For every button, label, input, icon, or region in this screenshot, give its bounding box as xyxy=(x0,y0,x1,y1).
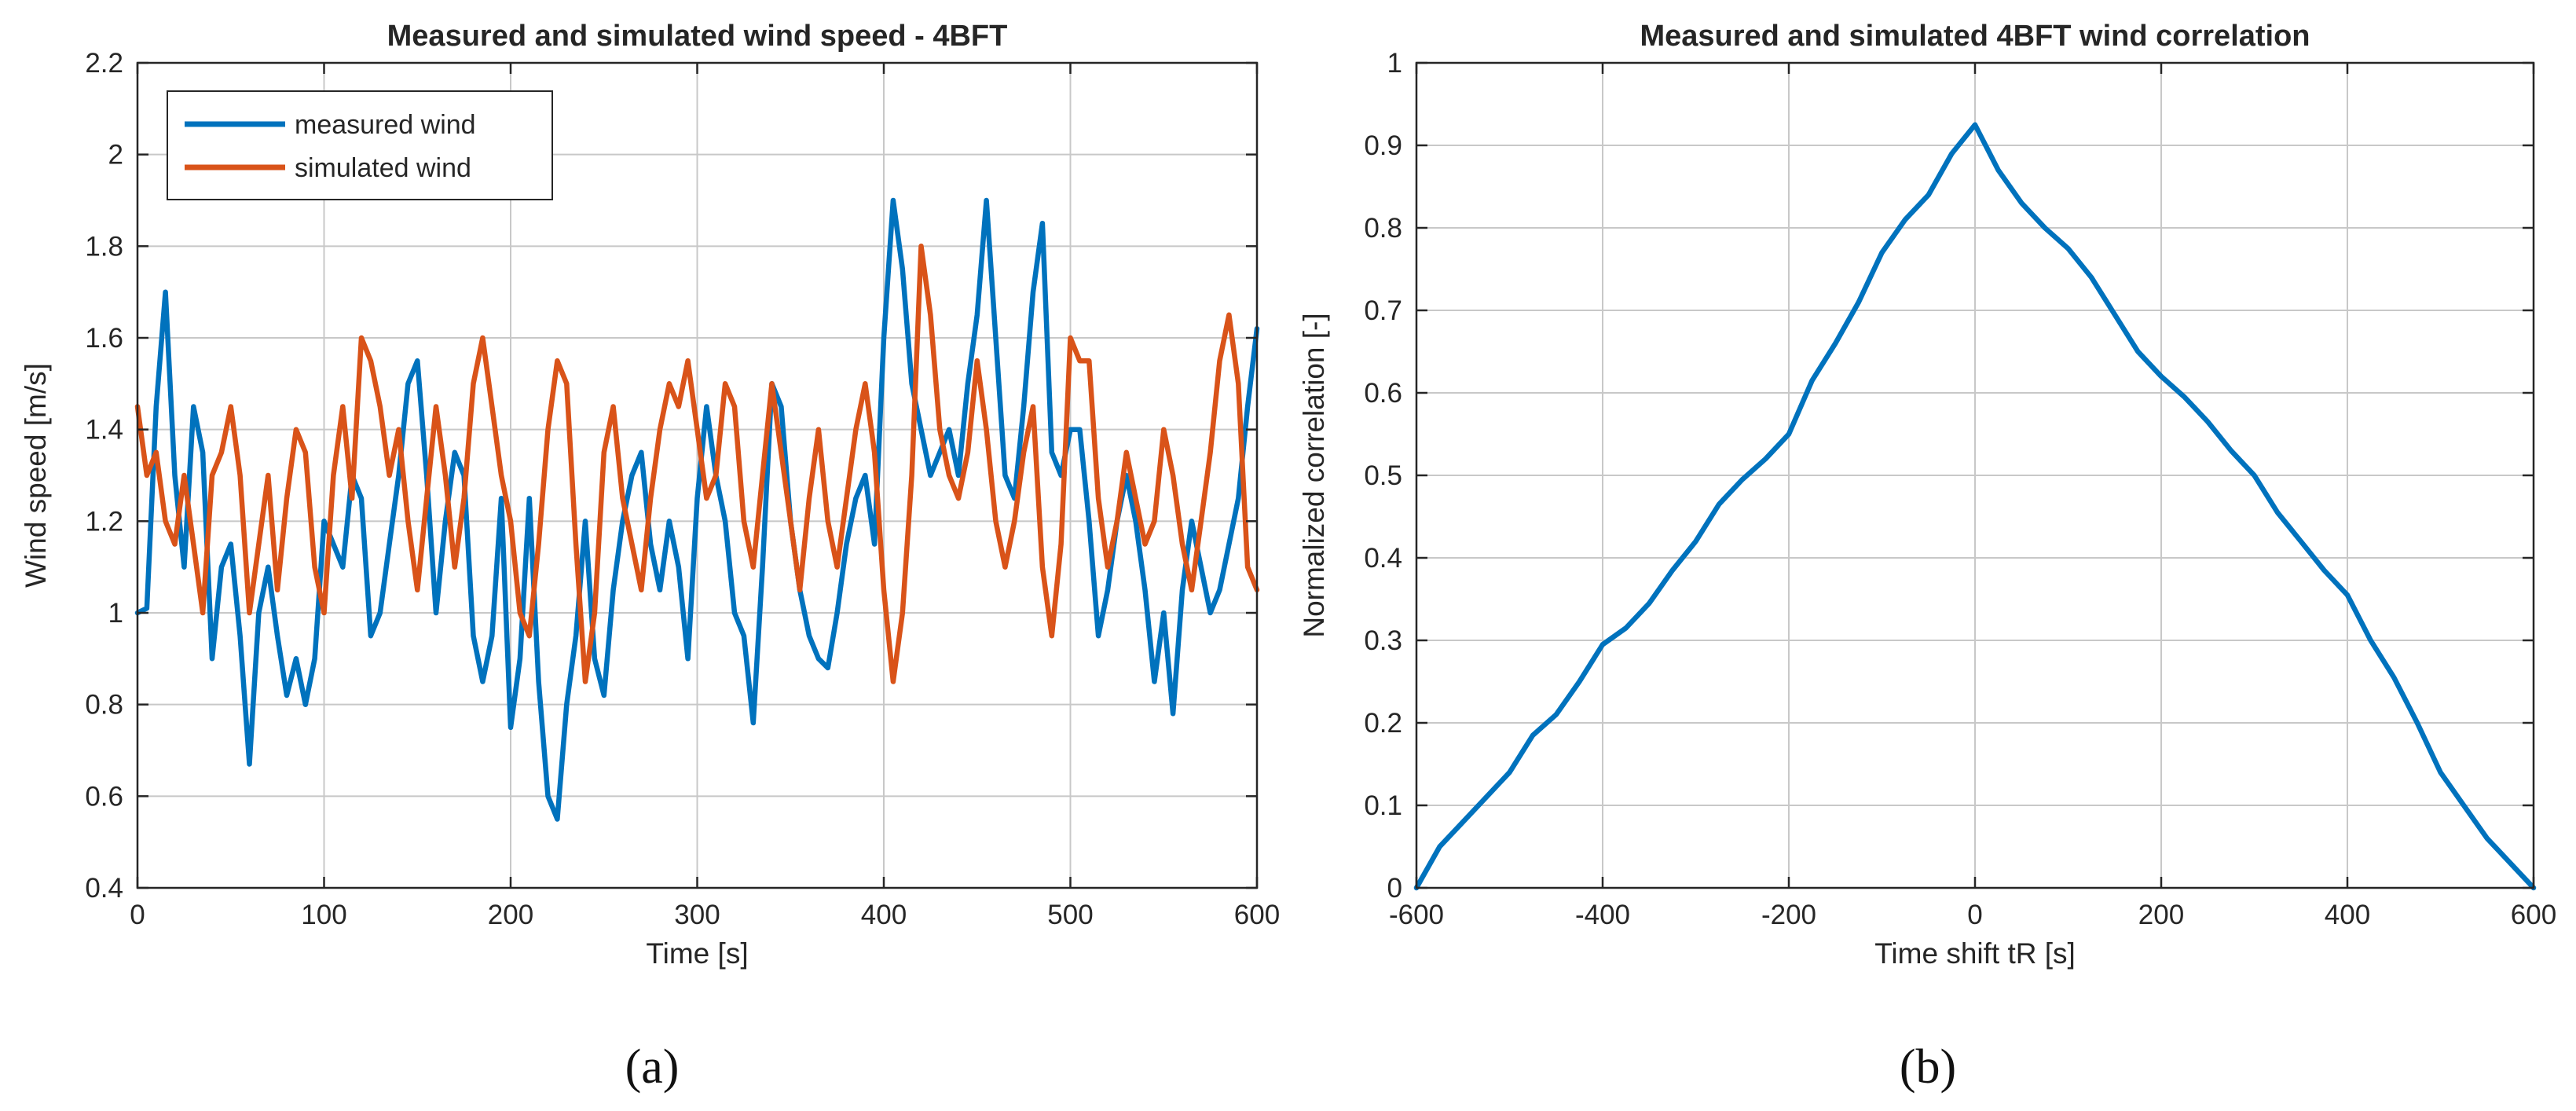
chart-panel-a: 0 100 200 300 400 500 600 0.4 0.6 0.8 1 1.2 1.4 1.6 1.… xyxy=(20,20,1280,1094)
y-tick-label: 0.5 xyxy=(1364,460,1402,491)
x-tick-label: 600 xyxy=(2511,900,2556,930)
y-tick-label: 0.8 xyxy=(1364,213,1402,244)
series-line-correlation xyxy=(1413,122,2537,891)
x-tick-label: 400 xyxy=(861,900,907,930)
y-axis-label: Wind speed [m/s] xyxy=(20,363,52,588)
x-tick-label: 300 xyxy=(674,900,720,930)
y-tick-label: 1.6 xyxy=(85,323,123,354)
chart-title: Measured and simulated 4BFT wind correla… xyxy=(1640,20,2310,53)
chart-title: Measured and simulated wind speed - 4BFT xyxy=(387,20,1008,53)
legend: measured wind simulated wind xyxy=(167,90,553,200)
y-tick-label: 1.8 xyxy=(85,231,123,262)
y-tick-label: 0.1 xyxy=(1364,790,1402,821)
y-tick-label: 0.7 xyxy=(1364,295,1402,326)
x-tick-label: -400 xyxy=(1575,900,1630,930)
y-tick-label: 1.2 xyxy=(85,506,123,537)
y-tick-label: 0.4 xyxy=(85,873,123,904)
x-tick-label: 400 xyxy=(2325,900,2370,930)
x-tick-label: 500 xyxy=(1047,900,1093,930)
y-tick-label: 0.3 xyxy=(1364,625,1402,656)
y-tick-label: 0.6 xyxy=(85,781,123,812)
y-tick-label: 1 xyxy=(1387,48,1402,79)
x-axis-label: Time shift tR [s] xyxy=(1874,937,2076,970)
x-axis-label: Time [s] xyxy=(646,937,748,970)
panel-label: (a) xyxy=(625,1040,680,1094)
x-tick-label: 0 xyxy=(130,900,145,930)
legend-box xyxy=(167,90,553,200)
series-line-measured-wind xyxy=(134,197,1260,822)
y-tick-label: 0.9 xyxy=(1364,130,1402,161)
y-axis-label: Normalized correlation [-] xyxy=(1298,313,1330,637)
x-tick-label: 200 xyxy=(2138,900,2184,930)
y-tick-label: 2 xyxy=(108,140,123,170)
x-tick-label: 600 xyxy=(1234,900,1280,930)
series-line-simulated-wind xyxy=(134,244,1260,684)
y-tick-label: 1 xyxy=(108,598,123,629)
y-tick-label: 0.4 xyxy=(1364,543,1402,574)
legend-entry: measured wind xyxy=(295,110,476,140)
y-tick-label: 0 xyxy=(1387,873,1402,904)
y-tick-label: 2.2 xyxy=(85,48,123,79)
x-tick-label: 100 xyxy=(301,900,346,930)
y-tick-label: 0.6 xyxy=(1364,378,1402,409)
panel-label: (b) xyxy=(1900,1040,1956,1094)
x-tick-label: 0 xyxy=(1967,900,1982,930)
x-tick-label: -600 xyxy=(1389,900,1444,930)
legend-entry: simulated wind xyxy=(295,153,471,183)
y-tick-label: 1.4 xyxy=(85,415,123,446)
y-tick-label: 0.8 xyxy=(85,690,123,720)
x-tick-label: -200 xyxy=(1761,900,1816,930)
y-tick-label: 0.2 xyxy=(1364,708,1402,739)
x-tick-label: 200 xyxy=(488,900,533,930)
chart-panel-b: -600 -400 -200 0 200 400 600 0 0.1 0.2 0.3 0.4 0.5 0.… xyxy=(1298,20,2556,1094)
